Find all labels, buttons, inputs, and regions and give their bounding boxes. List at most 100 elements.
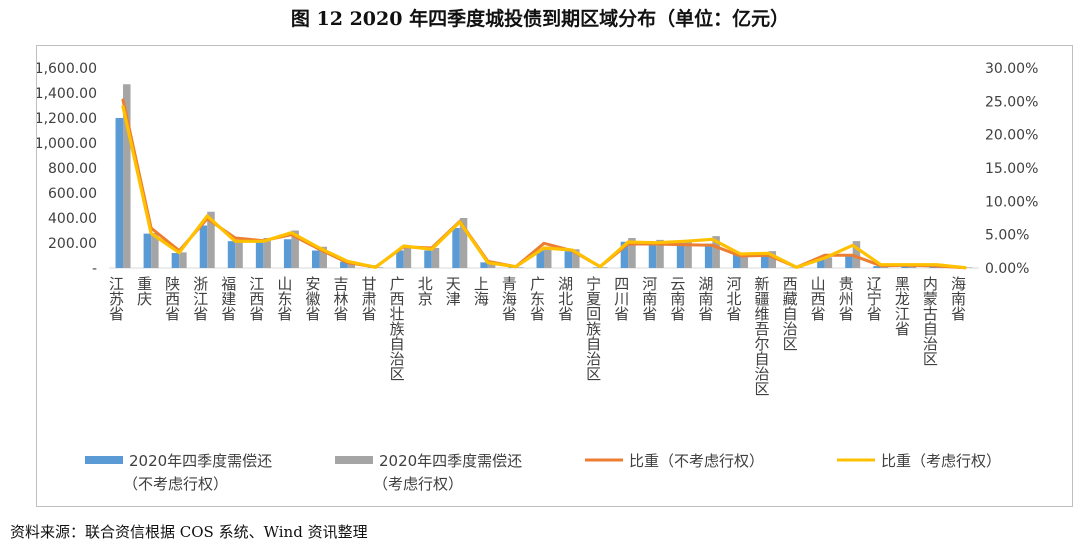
x-tick-label: 河南省 (640, 276, 658, 321)
bar (824, 257, 833, 268)
y-right-tick-label: 30.00% (985, 61, 1038, 77)
bar (143, 233, 152, 268)
bar (873, 266, 881, 268)
bar (199, 225, 208, 268)
x-tick-label: 黑龙江省 (893, 276, 911, 336)
bar (424, 250, 432, 268)
x-tick-label: 上海 (472, 276, 490, 306)
bar (151, 233, 159, 268)
y-left-tick-label: 200.00 (48, 236, 97, 252)
legend-label: 2020年四季度需偿还 (129, 452, 272, 470)
bar (712, 236, 720, 268)
bar (207, 211, 215, 268)
bar (171, 253, 180, 268)
bar (459, 218, 468, 268)
bar (544, 246, 552, 268)
bar (255, 241, 264, 268)
bar (179, 252, 187, 268)
y-right-tick-label: 5.00% (985, 228, 1029, 244)
x-tick-label: 河北省 (724, 276, 742, 321)
lines (121, 98, 967, 270)
bar (964, 267, 973, 268)
chart-frame: - 200.00 400.00 600.00 800.00 1,000.00 1,200.0… (35, 45, 1073, 507)
y-left-tick-label: 1,200.00 (37, 111, 97, 127)
bar (515, 267, 524, 268)
x-tick-label: 四川省 (612, 276, 630, 321)
x-tick-label: 西藏自治区 (781, 276, 799, 351)
legend: 2020年四季度需偿还 （不考虑行权） 2020年四季度需偿还 （考虑行权） 比重（不考… (85, 452, 1001, 493)
x-tick-label: 陕西省 (163, 276, 181, 321)
source-note: 资料来源：联合资信根据 COS 系统、Wind 资讯整理 (10, 523, 368, 541)
bar (676, 243, 685, 268)
bar (684, 239, 692, 268)
x-tick-label: 山东省 (275, 276, 293, 321)
x-tick-label: 天津 (444, 276, 462, 306)
x-tick-label: 浙江省 (191, 276, 209, 321)
bar (311, 250, 320, 268)
figure-title: 图 12 2020 年四季度城投债到期区域分布（单位：亿元） (290, 8, 790, 30)
bar (704, 243, 713, 268)
x-tick-label: 云南省 (668, 276, 686, 321)
bar (340, 261, 348, 268)
y-left-tick-label: 800.00 (48, 161, 97, 177)
x-tick-label: 贵州省 (837, 276, 855, 321)
bar (732, 254, 741, 268)
x-tick-label: 湖北省 (556, 276, 574, 321)
x-tick-label: 山西省 (809, 276, 827, 321)
legend-swatch (335, 456, 373, 464)
bar (480, 262, 488, 268)
bar (536, 250, 544, 268)
bar (852, 241, 861, 268)
x-tick-label: 辽宁省 (865, 276, 883, 321)
bar (375, 267, 384, 268)
bar (845, 254, 853, 268)
bar (403, 245, 412, 268)
y-left-tick-label: 1,000.00 (37, 136, 97, 152)
bar (123, 84, 131, 268)
x-tick-label: 广西壮族自治区 (388, 276, 406, 381)
bar (564, 251, 573, 268)
bar (452, 228, 460, 268)
x-tick-label: 北京 (416, 276, 434, 307)
y-right-tick-label: 15.00% (985, 161, 1038, 177)
y-left-tick-label: - (92, 261, 97, 277)
bar (572, 249, 580, 268)
bar (235, 239, 243, 268)
legend-label: 比重（不考虑行权） (629, 452, 764, 470)
bar (319, 246, 327, 268)
y-right-tick-label: 20.00% (985, 128, 1038, 144)
bar (487, 261, 496, 268)
bar (396, 250, 404, 268)
bar (227, 241, 236, 268)
bar (263, 238, 271, 268)
bar (431, 248, 440, 268)
axes: - 200.00 400.00 600.00 800.00 1,000.00 1,200.0… (35, 61, 1039, 396)
legend-label: 比重（考虑行权） (881, 452, 1001, 470)
x-tick-label: 内蒙古自治区 (921, 276, 939, 366)
bar (656, 239, 664, 268)
x-tick-label: 江苏省 (107, 276, 125, 321)
bars (115, 84, 973, 268)
legend-swatch (85, 456, 123, 464)
x-tick-label: 江西省 (247, 276, 265, 321)
series-line (121, 105, 967, 270)
x-tick-label: 安徽省 (303, 276, 321, 321)
x-tick-label: 青海省 (500, 276, 518, 321)
x-tick-label: 吉林省 (332, 276, 350, 321)
bar (600, 267, 608, 268)
x-tick-label: 宁夏回族自治区 (584, 276, 602, 381)
bar (817, 258, 825, 268)
x-tick-label: 甘肃省 (360, 276, 378, 321)
bar (796, 267, 805, 268)
x-tick-label: 湖南省 (696, 276, 714, 321)
y-left-tick-label: 600.00 (48, 186, 97, 202)
x-tick-label: 福建省 (219, 276, 237, 321)
y-right-tick-label: 25.00% (985, 94, 1038, 110)
y-left-tick-label: 1,400.00 (37, 86, 97, 102)
y-right-tick-label: 0.00% (985, 261, 1029, 277)
legend-label: （不考虑行权） (123, 475, 228, 493)
bar (620, 241, 629, 268)
bar (768, 251, 777, 268)
x-tick-label: 新疆维吾尔自治区 (753, 276, 771, 396)
bar (740, 253, 748, 268)
